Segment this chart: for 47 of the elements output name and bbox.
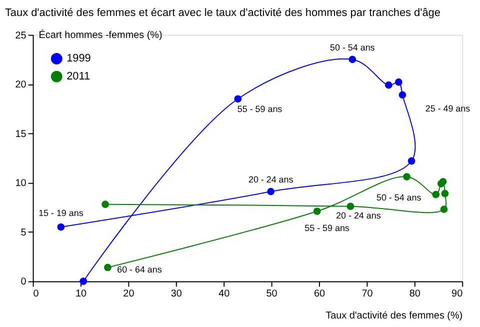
point bbox=[234, 95, 242, 103]
point bbox=[384, 81, 392, 89]
annotation: 15 - 19 ans bbox=[38, 208, 84, 218]
annotation: 20 - 24 ans bbox=[336, 210, 382, 220]
point bbox=[57, 223, 65, 231]
legend-label: 2011 bbox=[66, 70, 90, 83]
annotation: 50 - 54 ans bbox=[330, 42, 376, 53]
y-tick-label: 20 bbox=[15, 80, 27, 91]
y-tick-label: 0 bbox=[20, 276, 27, 288]
point bbox=[408, 157, 416, 165]
x-tick-label: 40 bbox=[218, 288, 230, 300]
legend-label: 1999 bbox=[66, 52, 91, 65]
annotation: 50 - 54 ans bbox=[376, 192, 422, 203]
x-tick-label: 20 bbox=[123, 288, 135, 300]
y-tick-label: 5 bbox=[20, 227, 27, 238]
annotation: 55 - 59 ans bbox=[237, 104, 283, 114]
annotation: 25 - 49 ans bbox=[425, 104, 471, 114]
x-tick-label: 0 bbox=[33, 288, 40, 300]
y-axis-title: Écart hommes -femmes (%) bbox=[38, 28, 162, 41]
annotation: 60 - 64 ans bbox=[117, 264, 162, 274]
chart-title: Taux d'activité des femmes et écart avec le taux d'activité des hommes par tranches d'âge bbox=[4, 6, 440, 19]
x-tick-label: 50 bbox=[266, 288, 278, 300]
x-tick-label: 10 bbox=[75, 288, 87, 300]
point bbox=[440, 206, 448, 213]
x-tick-label: 90 bbox=[452, 288, 464, 300]
x-tick-label: 80 bbox=[409, 288, 421, 300]
point bbox=[394, 78, 402, 86]
point bbox=[403, 173, 410, 180]
x-tick-label: 70 bbox=[362, 288, 374, 300]
point bbox=[80, 278, 88, 285]
y-tick-label: 25 bbox=[15, 30, 27, 42]
point bbox=[432, 190, 440, 198]
y-tick-label: 10 bbox=[15, 178, 27, 190]
point bbox=[398, 91, 406, 99]
x-axis-title: Taux d'activité des femmes (%) bbox=[326, 310, 463, 322]
x-tick-label: 30 bbox=[170, 288, 182, 300]
annotation: 55 - 59 ans bbox=[304, 223, 350, 234]
point bbox=[267, 188, 275, 196]
point bbox=[441, 190, 449, 198]
point bbox=[104, 264, 112, 272]
point bbox=[346, 202, 354, 210]
y-tick-label: 15 bbox=[15, 128, 27, 140]
point bbox=[102, 200, 109, 208]
x-tick-label: 60 bbox=[314, 288, 326, 300]
point bbox=[348, 56, 356, 64]
point bbox=[313, 208, 321, 215]
annotation: 20 - 24 ans bbox=[248, 174, 294, 185]
